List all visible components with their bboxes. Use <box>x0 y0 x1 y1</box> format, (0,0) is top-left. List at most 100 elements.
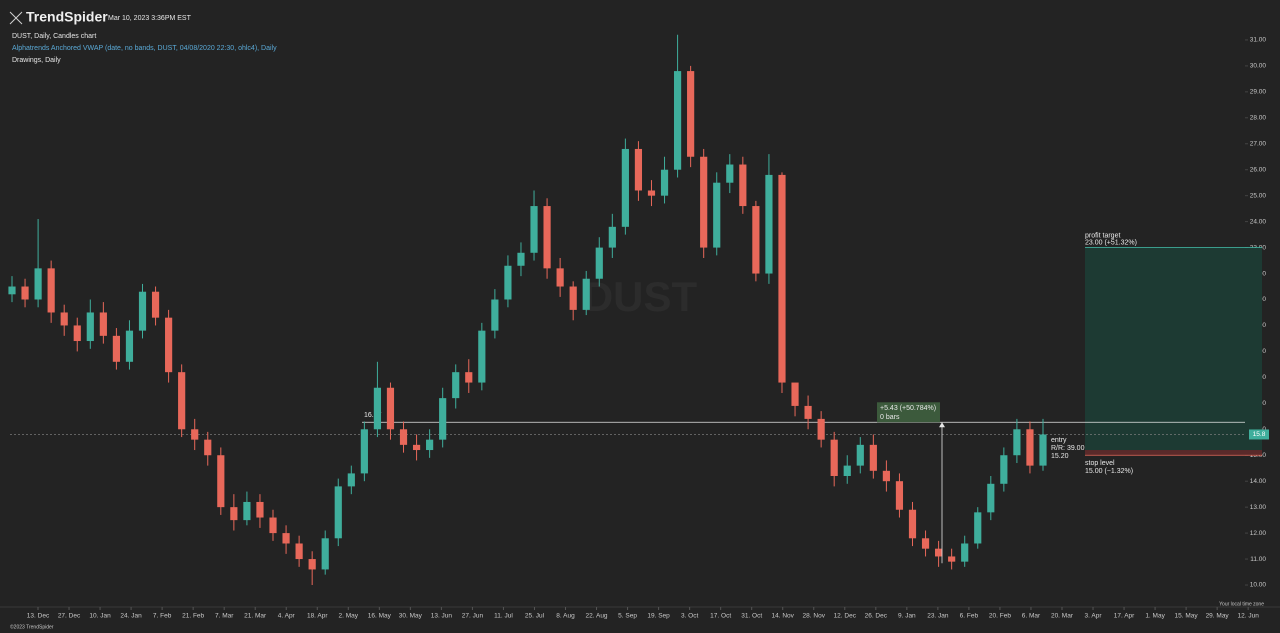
stop-zone <box>1085 450 1262 456</box>
candle-body <box>243 501 251 521</box>
x-tick-label: 27. Jun <box>462 613 484 620</box>
candle-body <box>778 174 786 383</box>
candle-body <box>974 512 982 544</box>
y-tick-label: 28.00 <box>1250 115 1267 122</box>
candle-body <box>660 169 669 196</box>
candle-body <box>1039 434 1047 466</box>
candle-body <box>165 317 173 373</box>
candle-body <box>582 278 590 310</box>
x-tick-label: 23. Jan <box>927 613 949 620</box>
candle-body <box>112 335 120 362</box>
candle-body <box>687 71 695 157</box>
level-label: 16.27 <box>364 412 382 419</box>
candle-body <box>151 291 160 318</box>
profit-zone <box>1085 247 1262 451</box>
stop-label: 15.00 (−1.32%) <box>1085 468 1133 475</box>
candle-body <box>282 533 290 544</box>
timestamp: Mar 10, 2023 3:36PM EST <box>108 15 192 22</box>
candle-body <box>334 486 342 539</box>
measure-label: +5.43 (+50.784%) <box>880 405 936 412</box>
candle-body <box>608 226 616 248</box>
timezone: Your local time zone <box>1219 601 1264 607</box>
x-tick-label: 17. Oct <box>710 613 731 620</box>
candle-body <box>726 164 734 183</box>
entry-label: 15.20 <box>1051 453 1069 460</box>
y-tick-label: 26.00 <box>1250 166 1267 173</box>
x-tick-label: 25. Jul <box>525 613 545 620</box>
x-tick-label: 12. Dec <box>834 613 857 620</box>
y-tick-label: 14.00 <box>1250 478 1267 485</box>
x-tick-label: 12. Jun <box>1238 613 1260 620</box>
candle-body <box>204 439 212 456</box>
x-tick-label: 11. Jul <box>494 613 513 620</box>
candle-body <box>86 312 94 342</box>
x-tick-label: 6. Mar <box>1022 613 1041 620</box>
candle-body <box>961 543 969 562</box>
last-price-box <box>1249 429 1269 440</box>
candle-body <box>34 268 42 300</box>
candle-body <box>843 465 851 476</box>
x-tick-label: 8. Aug <box>556 613 575 620</box>
x-tick-label: 30. May <box>399 613 423 620</box>
measure-bars: 0 bars <box>880 414 900 421</box>
candle-body <box>634 148 643 191</box>
candle-body <box>713 182 721 248</box>
candle-body <box>647 190 656 196</box>
candle-body <box>439 398 447 440</box>
candle-body <box>765 174 773 274</box>
candle-body <box>99 312 107 336</box>
x-tick-label: 14. Nov <box>772 613 795 620</box>
candle-body <box>895 481 904 510</box>
x-tick-label: 3. Oct <box>681 613 699 620</box>
candle-body <box>948 556 956 562</box>
candle-body <box>869 444 877 471</box>
candle-body <box>125 330 134 362</box>
candle-body <box>673 71 682 170</box>
candle-body <box>987 483 995 513</box>
candle-body <box>8 286 16 295</box>
candle-body <box>138 291 147 331</box>
candle-body <box>347 473 355 487</box>
candle-body <box>321 538 329 570</box>
x-tick-label: 21. Feb <box>182 613 204 620</box>
candle-body <box>543 206 551 269</box>
candle-body <box>373 387 382 430</box>
x-tick-label: 21. Mar <box>244 613 267 620</box>
x-tick-label: 9. Jan <box>898 613 916 620</box>
x-tick-label: 15. May <box>1175 613 1199 620</box>
candle-body <box>178 372 186 430</box>
drawings-label: Drawings, Daily <box>12 57 61 64</box>
x-tick-label: 16. May <box>368 613 392 620</box>
candle-body <box>817 418 825 440</box>
candle-body <box>21 286 29 300</box>
brand: TrendSpider <box>26 9 108 25</box>
candle-body <box>426 439 434 451</box>
x-tick-label: 20. Feb <box>989 613 1011 620</box>
candle-body <box>700 156 708 248</box>
x-tick-label: 17. Apr <box>1114 613 1135 620</box>
x-tick-label: 2. May <box>339 613 359 620</box>
x-tick-label: 29. May <box>1206 613 1230 620</box>
y-tick-label: 24.00 <box>1250 218 1267 225</box>
x-tick-label: 3. Apr <box>1085 613 1103 620</box>
candle-body <box>517 252 525 266</box>
candle-body <box>308 559 316 570</box>
candle-body <box>491 299 499 331</box>
candle-body <box>465 372 473 383</box>
y-tick-label: 11.00 <box>1250 556 1266 563</box>
last-price-label: 15.8 <box>1253 431 1266 438</box>
y-tick-label: 12.00 <box>1250 530 1267 537</box>
y-tick-label: 31.00 <box>1250 37 1267 44</box>
stop-name: stop level <box>1085 460 1115 467</box>
candle-body <box>504 265 512 300</box>
y-tick-label: 25.00 <box>1250 192 1267 199</box>
candle-body <box>399 429 408 445</box>
candle-body <box>478 330 486 383</box>
x-tick-label: 1. May <box>1145 613 1165 620</box>
y-tick-label: 10.00 <box>1250 582 1267 589</box>
x-tick-label: 24. Jan <box>120 613 142 620</box>
x-tick-label: 7. Feb <box>153 613 172 620</box>
candle-body <box>60 312 68 326</box>
watermark: DUST <box>583 273 698 320</box>
